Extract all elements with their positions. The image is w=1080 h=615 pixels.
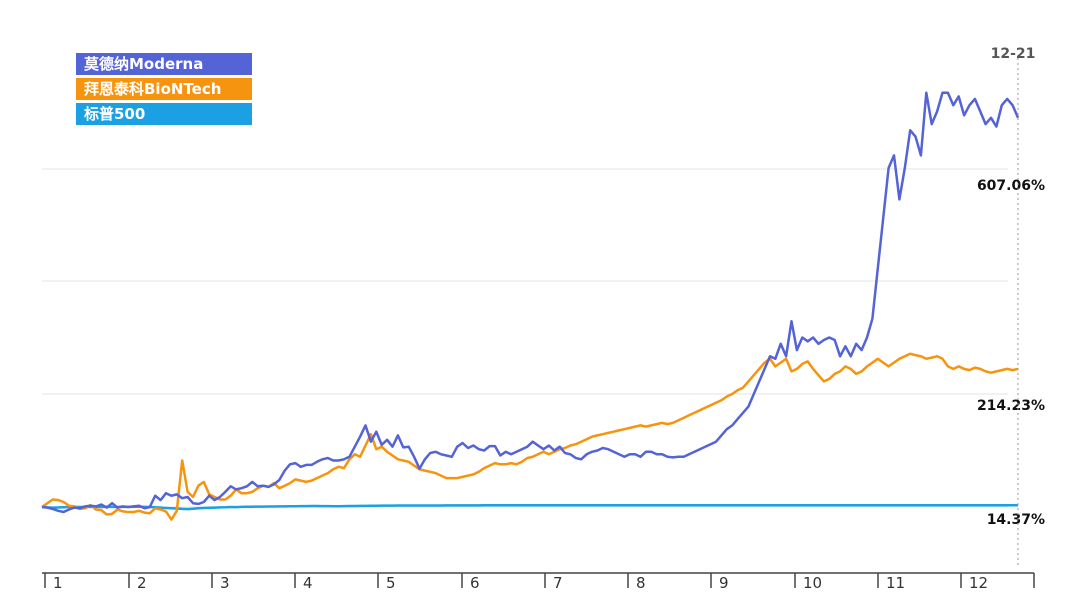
legend-item-biontech: 拜恩泰科BioNTech (76, 78, 252, 100)
x-tick-label: 12 (969, 574, 988, 592)
x-tick-label: 2 (137, 574, 147, 592)
x-tick-label: 7 (553, 574, 563, 592)
end-value-label-0: 607.06% (977, 178, 1045, 194)
end-labels: 607.06% 214.23% 14.37% (977, 178, 1045, 528)
end-value-label-1: 214.23% (977, 398, 1045, 414)
x-tick-label: 11 (886, 574, 905, 592)
x-tick-label: 4 (303, 574, 313, 592)
legend: 莫德纳Moderna 拜恩泰科BioNTech 标普500 (76, 53, 252, 128)
series-line-0 (41, 91, 1020, 514)
x-tick-label: 9 (719, 574, 729, 592)
x-tick-label: 3 (220, 574, 230, 592)
x-tick-label: 10 (803, 574, 822, 592)
x-tick-label: 8 (636, 574, 646, 592)
legend-item-sp500: 标普500 (76, 103, 252, 125)
series-line-2 (41, 503, 1018, 511)
end-value-label-2: 14.37% (987, 512, 1045, 528)
x-axis: 1 2 3 4 5 6 7 8 9 10 11 12 (42, 572, 1035, 592)
x-tick-label: 6 (470, 574, 480, 592)
current-date-label: 12-21 (991, 46, 1036, 62)
series-line-1 (41, 352, 1019, 521)
x-tick-label: 5 (386, 574, 396, 592)
gridlines (42, 168, 1008, 508)
x-tick-label: 1 (53, 574, 63, 592)
series-lines (41, 91, 1020, 521)
legend-item-moderna: 莫德纳Moderna (76, 53, 252, 75)
